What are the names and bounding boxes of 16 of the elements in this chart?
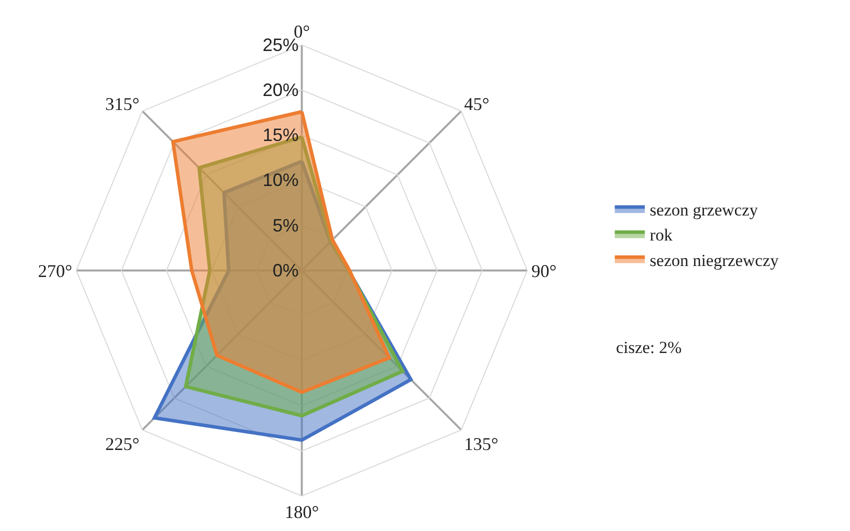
y-tick-label: 10%: [262, 170, 299, 190]
y-tick-label: 0%: [272, 260, 299, 280]
spoke-label: 90°: [531, 260, 557, 281]
spoke-label: 315°: [105, 94, 140, 114]
spoke-label: 135°: [464, 434, 498, 454]
legend-label: sezon niegrzewczy: [650, 250, 780, 270]
legend-label: rok: [650, 226, 673, 245]
spoke-label: 180°: [284, 502, 319, 522]
y-tick-label: 20%: [262, 80, 299, 100]
legend-label: sezon grzewczy: [650, 200, 758, 220]
spoke-label: 225°: [105, 434, 140, 454]
text: cisze: 2%: [616, 338, 682, 357]
spoke-label: 270°: [38, 260, 72, 281]
spoke-label: 45°: [464, 94, 490, 114]
y-tick-label: 5%: [272, 215, 299, 236]
y-tick-label: 15%: [262, 125, 299, 146]
